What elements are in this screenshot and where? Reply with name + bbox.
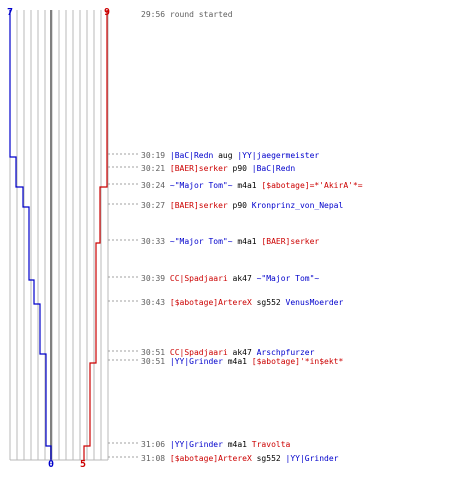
event-time: 30:21 [141, 164, 170, 173]
victim-name: |YY|jaegermeister [237, 151, 319, 160]
event-row: 30:43 [$abotage]ArtereX sg552 VenusMoerd… [141, 298, 343, 307]
event-guide-lines [108, 153, 140, 458]
weapon-name: aug [213, 151, 237, 160]
victim-name: |YY|Grinder [286, 454, 339, 463]
event-row: 31:08 [$abotage]ArtereX sg552 |YY|Grinde… [141, 454, 339, 463]
victim-name: ~"Major Tom"~ [257, 274, 320, 283]
red-team-final-count: 9 [104, 7, 110, 18]
event-time: 31:08 [141, 454, 170, 463]
event-row: 30:51 CC|Spadjaari ak47 Arschpfurzer [141, 348, 315, 357]
blue-team-final-count: 7 [7, 7, 13, 18]
red-team-start-count: 5 [80, 459, 86, 470]
event-time: 29:56 [141, 10, 170, 19]
killer-name: [BAER]serker [170, 164, 228, 173]
event-time: 30:51 [141, 348, 170, 357]
event-log: 29:56 round started 30:19 |BaC|Redn aug |… [141, 10, 363, 463]
weapon-name: m4a1 [223, 440, 252, 449]
weapon-name: ak47 [228, 348, 257, 357]
killer-name: CC|Spadjaari [170, 274, 228, 283]
event-row: 31:06 |YY|Grinder m4a1 Travolta [141, 440, 291, 449]
victim-name: [$abotage]=*'AkirA'*= [261, 181, 362, 190]
player-grid [9, 10, 109, 461]
victim-name: [$abotage]'*in$ekt* [252, 357, 344, 366]
weapon-name: m4a1 [233, 181, 262, 190]
victim-name: |BaC|Redn [252, 164, 296, 173]
event-row: 30:33 ~"Major Tom"~ m4a1 [BAER]serker [141, 237, 319, 246]
event-row: 30:24 ~"Major Tom"~ m4a1 [$abotage]=*'Ak… [141, 181, 363, 190]
killer-name: |YY|Grinder [170, 357, 223, 366]
event-time: 30:19 [141, 151, 170, 160]
event-row: 30:51 |YY|Grinder m4a1 [$abotage]'*in$ek… [141, 357, 343, 366]
blue-team-alive-line [9, 10, 52, 460]
team-count-lines [9, 10, 108, 460]
weapon-name: sg552 [252, 454, 286, 463]
killer-name: ~"Major Tom"~ [170, 237, 233, 246]
victim-name: Arschpfurzer [257, 348, 315, 357]
event-time: 30:43 [141, 298, 170, 307]
red-team-alive-line [83, 10, 108, 460]
victim-name: Travolta [252, 440, 291, 449]
event-text: round started [170, 10, 233, 19]
event-row: 30:39 CC|Spadjaari ak47 ~"Major Tom"~ [141, 274, 319, 283]
event-row: 30:21 [BAER]serker p90 |BaC|Redn [141, 164, 295, 173]
event-time: 30:51 [141, 357, 170, 366]
event-time: 30:27 [141, 201, 170, 210]
event-time: 30:24 [141, 181, 170, 190]
weapon-name: sg552 [252, 298, 286, 307]
team-score-labels: 7 9 0 5 [7, 7, 110, 470]
victim-name: Kronprinz_von_Nepal [252, 201, 344, 210]
event-time: 31:06 [141, 440, 170, 449]
weapon-name: m4a1 [233, 237, 262, 246]
event-row: 30:19 |BaC|Redn aug |YY|jaegermeister [141, 151, 319, 160]
weapon-name: ak47 [228, 274, 257, 283]
killer-name: |YY|Grinder [170, 440, 223, 449]
killer-name: |BaC|Redn [170, 151, 214, 160]
victim-name: VenusMoerder [286, 298, 344, 307]
killer-name: ~"Major Tom"~ [170, 181, 233, 190]
event-time: 30:39 [141, 274, 170, 283]
victim-name: [BAER]serker [261, 237, 319, 246]
event-row: 29:56 round started [141, 10, 233, 19]
weapon-name: m4a1 [223, 357, 252, 366]
blue-team-start-count: 0 [48, 459, 54, 470]
weapon-name: p90 [228, 164, 252, 173]
killer-name: [BAER]serker [170, 201, 228, 210]
event-time: 30:33 [141, 237, 170, 246]
event-row: 30:27 [BAER]serker p90 Kronprinz_von_Nep… [141, 201, 343, 210]
killer-name: CC|Spadjaari [170, 348, 228, 357]
killer-name: [$abotage]ArtereX [170, 454, 252, 463]
killer-name: [$abotage]ArtereX [170, 298, 252, 307]
weapon-name: p90 [228, 201, 252, 210]
